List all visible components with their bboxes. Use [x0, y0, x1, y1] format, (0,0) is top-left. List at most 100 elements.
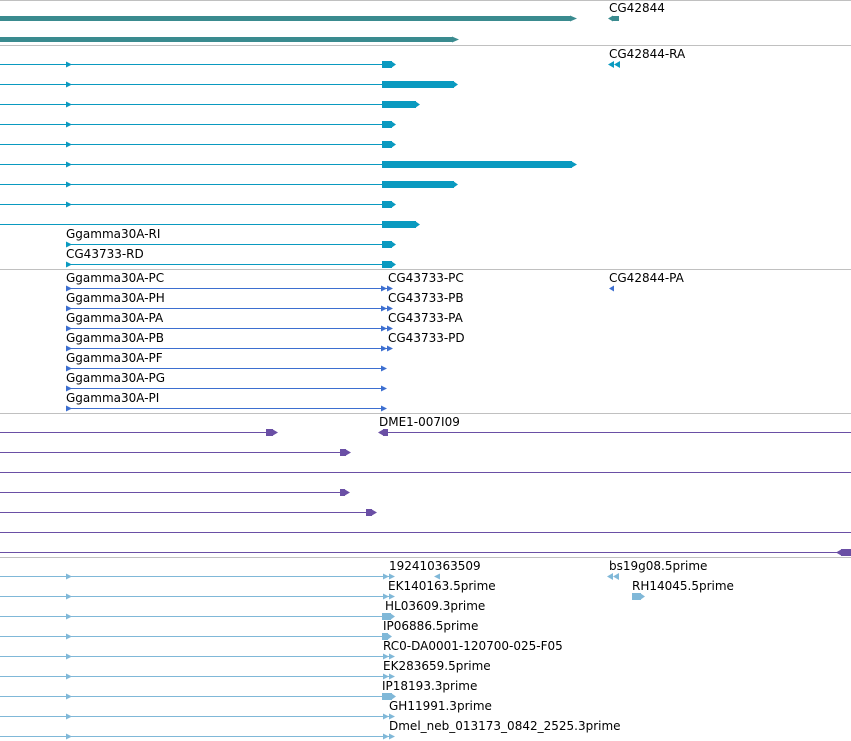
- transcript-label: Ggamma30A-RI: [66, 227, 160, 241]
- arrow-left-icon[interactable]: [609, 285, 614, 292]
- exon: [382, 121, 392, 128]
- protein-row[interactable]: [66, 285, 393, 292]
- arrow-right-icon: [391, 61, 396, 68]
- est-row[interactable]: [0, 693, 396, 700]
- transcript-row[interactable]: [0, 81, 458, 88]
- arrow-right-icon: [389, 573, 395, 580]
- arrow-right-icon: [66, 345, 72, 352]
- gene-feature-cg42844[interactable]: [608, 15, 619, 22]
- protein-row[interactable]: [66, 305, 393, 312]
- arrow-left-icon: [836, 549, 842, 556]
- protein-row[interactable]: [66, 345, 393, 352]
- transcript-feature-cg42844-ra[interactable]: [608, 61, 620, 68]
- est-row[interactable]: [0, 593, 395, 600]
- cdna-track: DME1-007I09: [0, 415, 851, 556]
- separator-pa-cdna: [0, 413, 851, 414]
- arrow-right-icon: [452, 36, 459, 43]
- exon: [382, 161, 572, 168]
- gene-feature[interactable]: [0, 15, 577, 22]
- arrow-right-icon: [571, 161, 577, 168]
- arrow-right-icon: [66, 141, 72, 148]
- transcript-row-ggamma30a-ri[interactable]: [66, 241, 396, 248]
- protein-row[interactable]: [66, 325, 393, 332]
- arrow-right-icon: [387, 305, 393, 312]
- cdna-row[interactable]: [0, 509, 377, 516]
- arrow-right-icon: [390, 613, 395, 620]
- arrow-right-icon: [66, 573, 72, 580]
- arrow-right-icon: [381, 325, 387, 332]
- arrow-right-icon: [371, 509, 377, 516]
- est-label: GH11991.3prime: [389, 699, 492, 713]
- arrow-right-icon: [389, 733, 395, 740]
- transcript-row[interactable]: [0, 101, 420, 108]
- arrow-right-icon: [66, 653, 72, 660]
- protein-row[interactable]: [66, 365, 387, 372]
- transcript-row[interactable]: [0, 201, 396, 208]
- transcript-row[interactable]: [0, 121, 396, 128]
- exon: [382, 141, 392, 148]
- est-feature-bs19g08[interactable]: [607, 573, 619, 580]
- arrow-left-icon: [378, 429, 384, 436]
- gene-track: CG42844: [0, 1, 665, 43]
- protein-label: Ggamma30A-PI: [66, 391, 159, 405]
- protein-row[interactable]: [66, 405, 387, 412]
- arrow-right-icon: [640, 593, 645, 600]
- arrow-right-icon: [381, 345, 387, 352]
- arrow-right-icon: [391, 241, 396, 248]
- transcript-row[interactable]: [0, 141, 396, 148]
- transcript-row-cg43733-rd[interactable]: [66, 261, 396, 268]
- protein-label: CG43733-PA: [388, 311, 464, 325]
- cdna-row[interactable]: [0, 449, 351, 456]
- gene-feature[interactable]: [0, 36, 459, 43]
- arrow-right-icon: [391, 121, 396, 128]
- cdna-label: DME1-007I09: [379, 415, 460, 429]
- arrow-right-icon: [389, 713, 395, 720]
- protein-label: CG42844-PA: [609, 271, 685, 285]
- est-row[interactable]: [0, 653, 395, 660]
- transcript-row[interactable]: [0, 181, 458, 188]
- gene-bar[interactable]: [0, 16, 570, 21]
- exon: [340, 489, 345, 496]
- exon: [382, 201, 392, 208]
- protein-label: Ggamma30A-PA: [66, 311, 164, 325]
- arrow-left-icon: [614, 61, 620, 68]
- exon: [266, 429, 273, 436]
- gene-bar[interactable]: [612, 16, 619, 21]
- est-row[interactable]: [0, 613, 395, 620]
- est-row[interactable]: [0, 573, 395, 580]
- est-row[interactable]: [0, 733, 395, 740]
- arrow-left-icon[interactable]: [434, 573, 440, 580]
- arrow-right-icon: [383, 653, 389, 660]
- est-row[interactable]: [0, 713, 395, 720]
- cdna-row[interactable]: [0, 549, 851, 556]
- arrow-right-icon: [415, 221, 420, 228]
- transcript-row[interactable]: [0, 161, 577, 168]
- track-separators: [0, 0, 851, 558]
- cdna-row-dme1-007i09[interactable]: [378, 429, 851, 436]
- protein-label: Ggamma30A-PG: [66, 371, 165, 385]
- transcript-row[interactable]: [0, 61, 396, 68]
- arrow-right-icon: [66, 201, 72, 208]
- arrow-right-icon: [66, 121, 72, 128]
- arrow-right-icon: [381, 305, 387, 312]
- arrow-right-icon: [383, 733, 389, 740]
- exon: [382, 181, 454, 188]
- exon: [382, 693, 392, 700]
- est-feature-rh14045[interactable]: [632, 593, 645, 600]
- gene-bar[interactable]: [0, 37, 452, 42]
- est-label: Dmel_neb_013173_0842_2525.3prime: [389, 719, 621, 733]
- cdna-row[interactable]: [0, 489, 350, 496]
- transcript-row[interactable]: [0, 221, 420, 228]
- protein-label: CG43733-PC: [388, 271, 464, 285]
- arrow-left-icon: [608, 15, 613, 22]
- arrow-right-icon: [383, 713, 389, 720]
- exon: [382, 613, 391, 620]
- protein-row[interactable]: [66, 385, 387, 392]
- cdna-row[interactable]: [0, 429, 278, 436]
- arrow-right-icon: [272, 429, 278, 436]
- est-row[interactable]: [0, 633, 392, 640]
- exon: [383, 429, 388, 436]
- arrow-right-icon: [66, 285, 72, 292]
- est-row[interactable]: [0, 673, 395, 680]
- est-label: IP06886.5prime: [383, 619, 478, 633]
